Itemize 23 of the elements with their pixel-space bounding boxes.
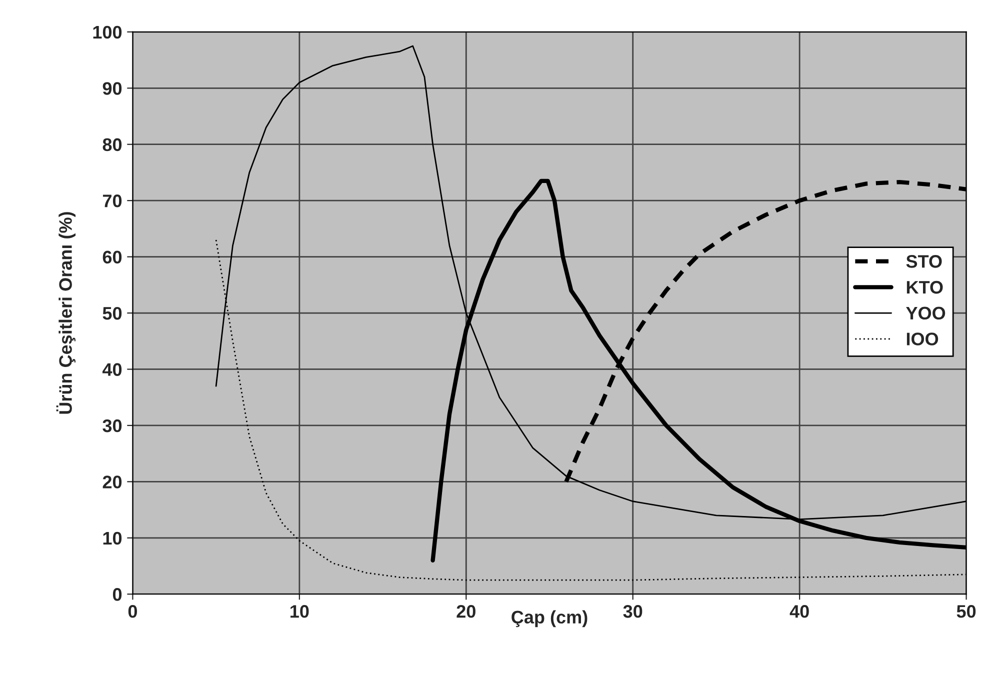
y-tick-label: 80 [102, 138, 122, 152]
x-tick-label: 0 [128, 605, 137, 618]
y-tick-label: 50 [102, 306, 122, 320]
y-tick-label: 30 [102, 419, 122, 432]
y-tick-label: 90 [102, 82, 122, 95]
y-tick-label: 60 [102, 250, 122, 264]
x-tick-label: 30 [623, 605, 642, 618]
y-tick-label: 10 [103, 532, 122, 545]
legend-label: IOO [906, 332, 938, 346]
x-tick-label: 20 [456, 605, 476, 618]
y-tick-label: 20 [102, 476, 122, 488]
x-axis-title: Çap (cm) [512, 610, 588, 628]
y-tick-label: 40 [102, 363, 122, 376]
y-tick-label: 0 [112, 588, 122, 601]
legend-label: STO [906, 255, 942, 268]
y-tick-label: 70 [102, 194, 122, 208]
legend-label: KTO [906, 280, 943, 294]
y-axis-title: Ürün Çeşitleri Oranı (%) [56, 212, 76, 414]
legend-label: YOO [906, 306, 946, 320]
y-tick-label: 100 [93, 26, 122, 39]
x-tick-label: 50 [956, 605, 976, 618]
x-tick-label: 40 [790, 605, 809, 618]
x-tick-label: 10 [290, 605, 309, 618]
